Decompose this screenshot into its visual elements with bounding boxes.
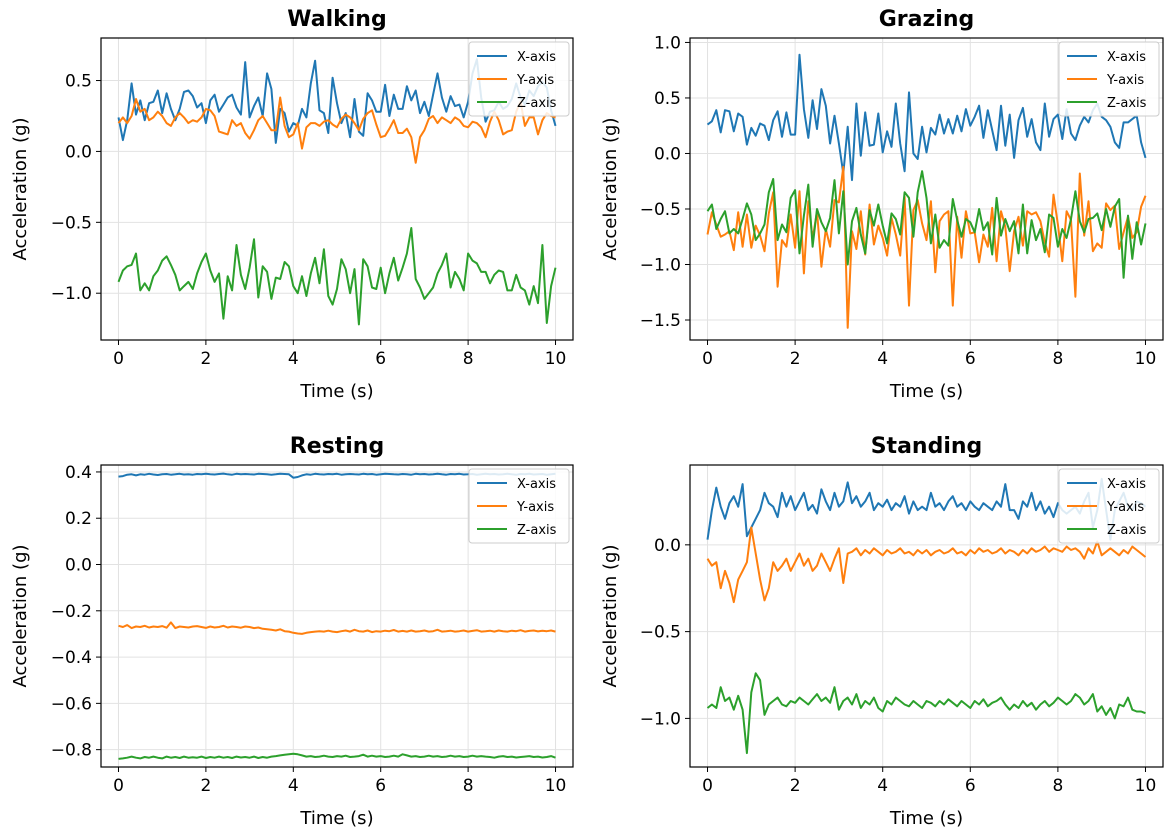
legend-label: Z-axis: [1107, 523, 1147, 538]
legend-label: Z-axis: [517, 523, 557, 538]
x-tick-label: 10: [545, 776, 567, 796]
legend-box: [1058, 468, 1160, 544]
x-tick-label: 4: [877, 349, 888, 369]
x-tick-label: 8: [463, 776, 474, 796]
axes-frame: [689, 464, 1164, 768]
legend-box: [1058, 41, 1160, 117]
y-tick-label: 0.5: [654, 89, 681, 109]
panel-walking: 0 2 4 6 8 10 0.5 0.0 −0.5 −1.0 Walking Time (s) Acce…: [10, 7, 574, 402]
axes-frame: [100, 37, 574, 341]
series-line-z-axis: [706, 170, 1147, 279]
panel-standing: 0 2 4 6 8 10 0.0 −0.5 −1.0 Standing Time (s) Accele…: [600, 434, 1164, 829]
y-tick-label: −0.6: [51, 694, 92, 714]
y-tick-label: −0.4: [51, 648, 92, 668]
y-tick-label: −1.0: [51, 284, 92, 304]
axes-frame: [689, 37, 1164, 341]
legend-label: Y-axis: [516, 73, 554, 88]
x-tick-label: 6: [375, 349, 386, 369]
y-axis-label: Acceleration (g): [600, 117, 621, 260]
x-tick-label: 0: [702, 776, 713, 796]
y-tick-label: −0.8: [51, 741, 92, 761]
panel-grazing: 0 2 4 6 8 10 1.0 0.5 0.0 −0.5 −1.0 −1.5 Grazing Time …: [600, 7, 1164, 402]
y-tick-label: 1.0: [654, 33, 681, 53]
legend-label: Y-axis: [1106, 73, 1144, 88]
x-tick-label: 2: [200, 776, 211, 796]
series-line-z-axis: [117, 227, 557, 326]
legend-label: Z-axis: [517, 96, 557, 111]
x-tick-label: 8: [1052, 349, 1063, 369]
y-tick-label: −0.5: [640, 623, 681, 643]
legend-label: X-axis: [517, 50, 556, 65]
x-tick-label: 8: [463, 349, 474, 369]
y-tick-label: −0.5: [51, 213, 92, 233]
axes-frame: [100, 464, 574, 768]
legend-label: X-axis: [1107, 477, 1146, 492]
series-line-y-axis: [706, 526, 1147, 604]
legend-box: [468, 41, 570, 117]
legend: X-axis Y-axis Z-axis: [1058, 41, 1160, 117]
series-line-y-axis: [118, 621, 556, 635]
x-tick-label: 4: [288, 776, 299, 796]
y-axis-label: Acceleration (g): [600, 544, 621, 687]
x-axis-label: Time (s): [299, 808, 373, 829]
x-tick-label: 8: [1052, 776, 1063, 796]
y-tick-label: −1.0: [640, 709, 681, 729]
x-tick-label: 2: [790, 776, 801, 796]
x-tick-label: 4: [877, 776, 888, 796]
x-tick-label: 6: [965, 349, 976, 369]
x-tick-label: 0: [113, 776, 124, 796]
legend-label: Y-axis: [516, 500, 554, 515]
legend: X-axis Y-axis Z-axis: [468, 468, 570, 544]
chart-title: Standing: [871, 434, 983, 459]
y-tick-label: 0.0: [654, 536, 681, 556]
legend-label: Y-axis: [1106, 500, 1144, 515]
x-tick-label: 6: [375, 776, 386, 796]
series-line-z-axis: [118, 752, 556, 760]
x-tick-label: 10: [1135, 776, 1157, 796]
y-tick-label: −1.5: [640, 311, 681, 331]
series-line-z-axis: [706, 672, 1146, 755]
y-tick-label: 0.2: [65, 509, 92, 529]
y-tick-label: −0.5: [640, 200, 681, 220]
y-tick-label: −1.0: [640, 256, 681, 276]
legend-label: Z-axis: [1107, 96, 1147, 111]
x-axis-label: Time (s): [299, 381, 373, 402]
chart-title: Walking: [287, 7, 386, 32]
legend: X-axis Y-axis Z-axis: [468, 41, 570, 117]
legend: X-axis Y-axis Z-axis: [1058, 468, 1160, 544]
x-axis-label: Time (s): [889, 381, 963, 402]
y-axis-label: Acceleration (g): [10, 117, 31, 260]
x-tick-label: 6: [965, 776, 976, 796]
legend-box: [468, 468, 570, 544]
x-tick-label: 0: [113, 349, 124, 369]
y-tick-label: −0.2: [51, 602, 92, 622]
y-tick-label: 0.0: [65, 556, 92, 576]
x-tick-label: 2: [790, 349, 801, 369]
series-line-x-axis: [706, 53, 1147, 182]
x-tick-label: 0: [702, 349, 713, 369]
x-tick-label: 2: [200, 349, 211, 369]
series-line-y-axis: [117, 96, 556, 164]
panel-resting: 0 2 4 6 8 10 0.4 0.2 0.0 −0.2 −0.4 −0.6 −0.8 Resting T…: [10, 434, 574, 829]
y-axis-label: Acceleration (g): [10, 544, 31, 687]
x-tick-label: 4: [288, 349, 299, 369]
chart-title: Resting: [290, 434, 384, 459]
x-tick-label: 10: [545, 349, 567, 369]
legend-label: X-axis: [1107, 50, 1146, 65]
x-axis-label: Time (s): [889, 808, 963, 829]
x-tick-label: 10: [1135, 349, 1157, 369]
series-line-y-axis: [706, 165, 1147, 329]
y-tick-label: 0.0: [654, 144, 681, 164]
y-tick-label: 0.0: [65, 142, 92, 162]
legend-label: X-axis: [517, 477, 556, 492]
y-tick-label: 0.4: [65, 463, 92, 483]
chart-title: Grazing: [879, 7, 975, 32]
y-tick-label: 0.5: [65, 72, 92, 92]
